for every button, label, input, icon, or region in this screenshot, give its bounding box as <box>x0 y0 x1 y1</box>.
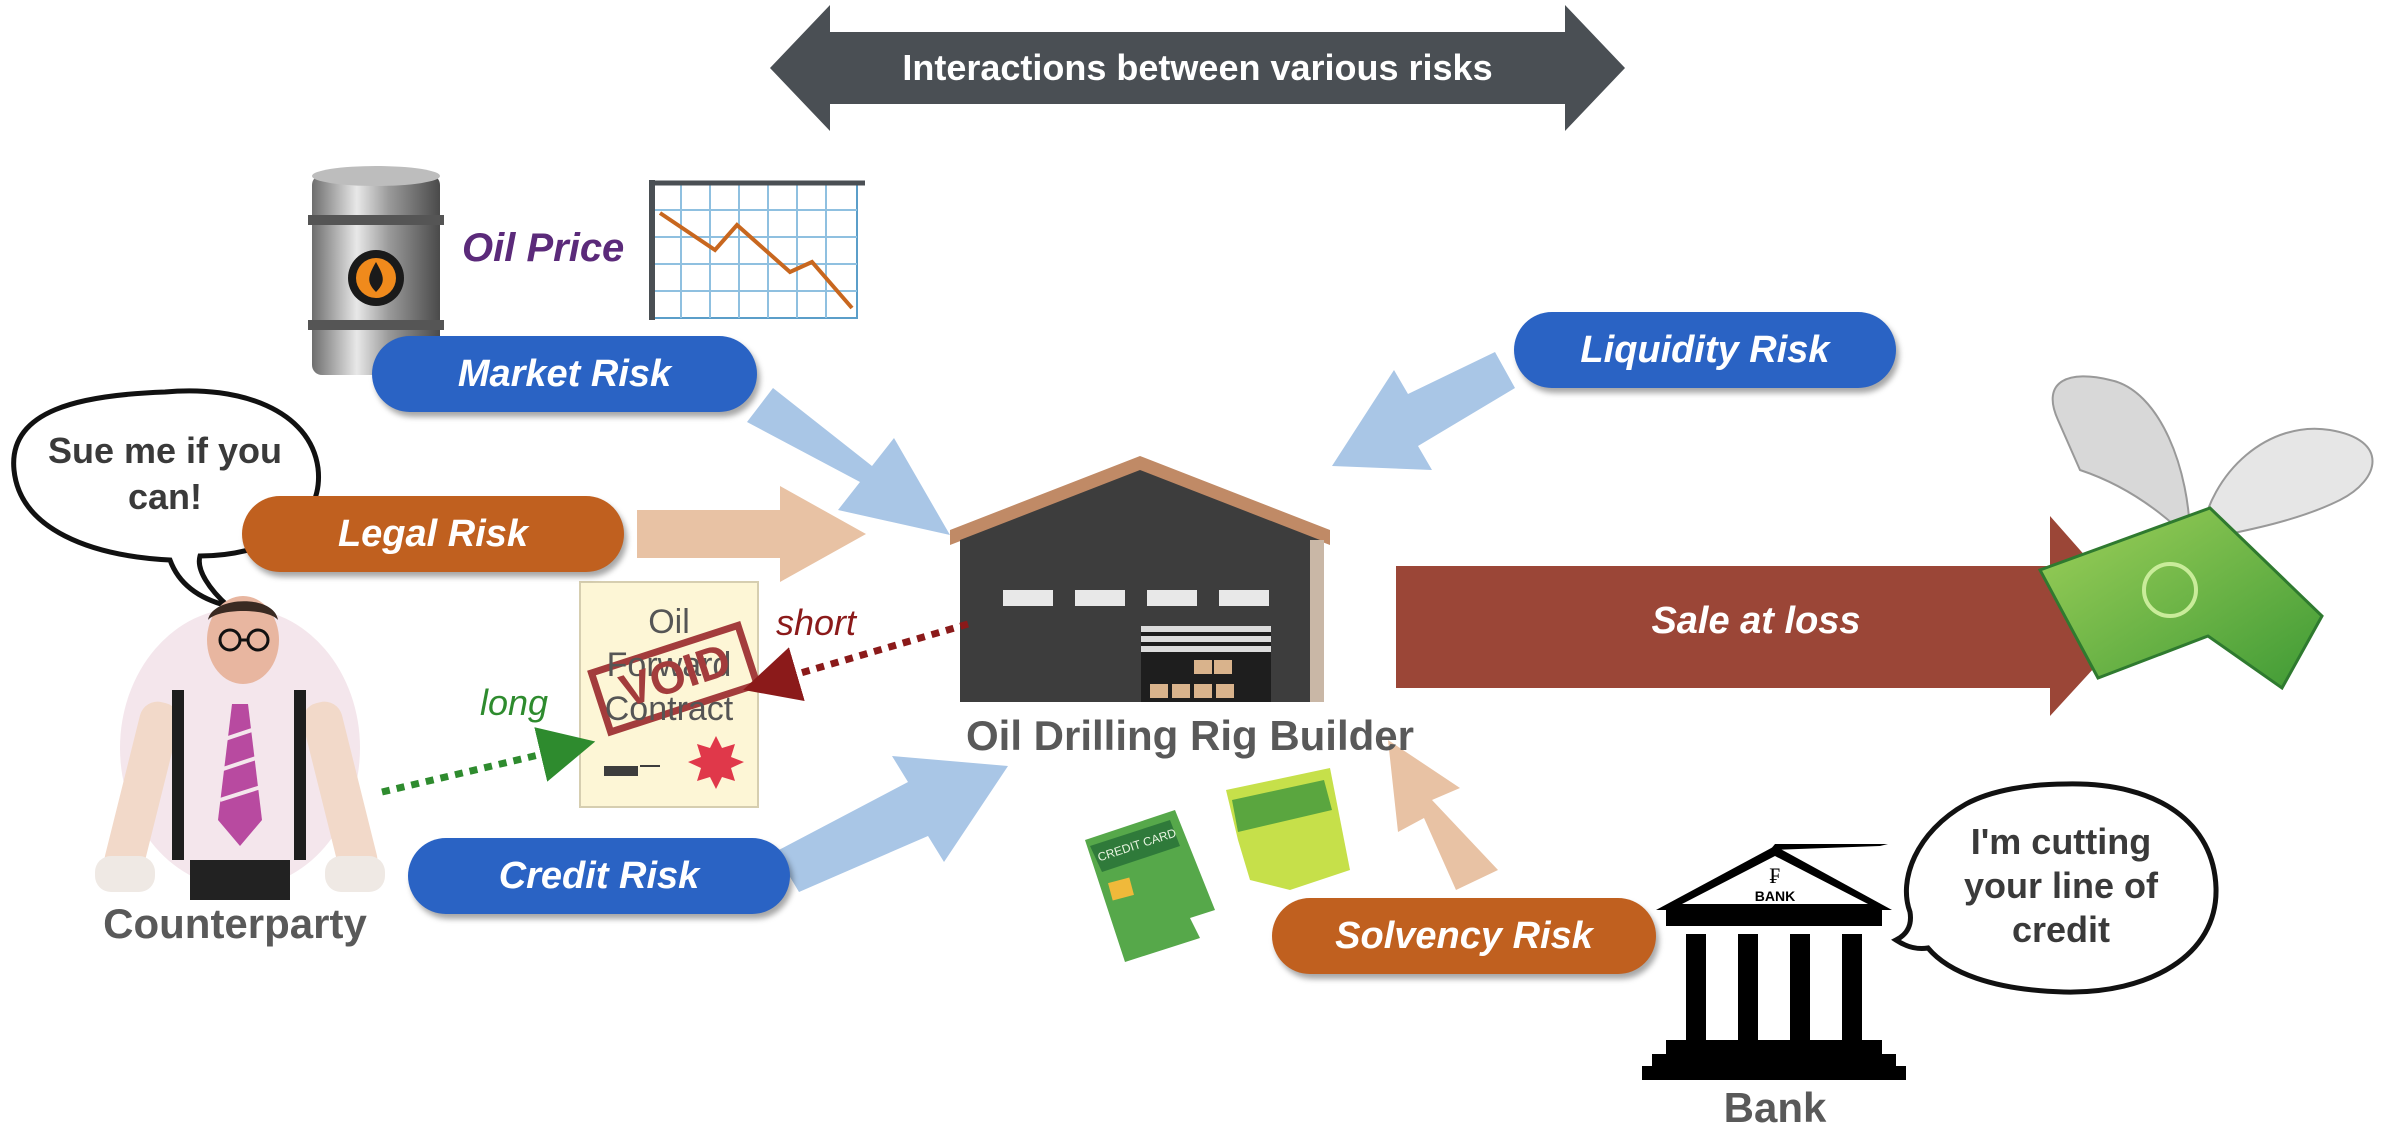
solvency-risk-pill: Solvency Risk <box>1272 898 1656 974</box>
contract-line-2: Forward <box>606 646 732 684</box>
price-chart-icon <box>649 180 865 320</box>
credit-risk-pill: Credit Risk <box>408 838 790 914</box>
market-risk-arrow <box>747 388 950 535</box>
forward-contract-document <box>579 581 762 808</box>
bank-speech-text: I'm cutting your line of credit <box>1963 821 2158 950</box>
counterparty-label: Counterparty <box>103 900 367 947</box>
flying-money-icon <box>2037 375 2374 691</box>
short-label: short <box>776 602 857 643</box>
counterparty-speech-text: Sue me if you can! <box>47 430 283 517</box>
contract-line-3: Contract <box>604 690 734 728</box>
company-label: Oil Drilling Rig Builder <box>965 712 1414 759</box>
sale-at-loss-label: Sale at loss <box>1651 600 1861 642</box>
bank-label: Bank <box>1723 1084 1827 1131</box>
bank-sign-text: BANK <box>1754 888 1796 904</box>
legal-risk-pill: Legal Risk <box>242 496 624 572</box>
oil-barrel-icon <box>308 166 444 375</box>
credit-risk-arrow <box>775 756 1008 892</box>
svg-text:₣: ₣ <box>1770 863 1781 888</box>
contract-line-1: Oil <box>648 603 690 641</box>
businessman-icon <box>95 596 385 900</box>
bank-building-icon: ₣ <box>1642 844 1906 1080</box>
liquidity-risk-pill: Liquidity Risk <box>1514 312 1896 388</box>
long-label: long <box>480 682 549 723</box>
solvency-risk-arrow <box>1388 740 1498 890</box>
market-risk-pill: Market Risk <box>372 336 757 412</box>
header-double-arrow <box>770 5 1625 131</box>
short-position-arrow <box>743 620 969 701</box>
seal-icon <box>688 736 744 789</box>
bank-speech-bubble <box>1891 781 2219 995</box>
oil-price-label: Oil Price <box>462 226 625 270</box>
long-position-arrow <box>381 727 596 796</box>
legal-risk-arrow <box>637 486 866 582</box>
page-title: Interactions between various risks <box>902 47 1493 88</box>
broken-credit-card-icon <box>1085 768 1350 962</box>
sale-at-loss-arrow <box>1396 516 2140 716</box>
warehouse-icon <box>950 456 1330 702</box>
liquidity-risk-arrow <box>1332 352 1515 470</box>
